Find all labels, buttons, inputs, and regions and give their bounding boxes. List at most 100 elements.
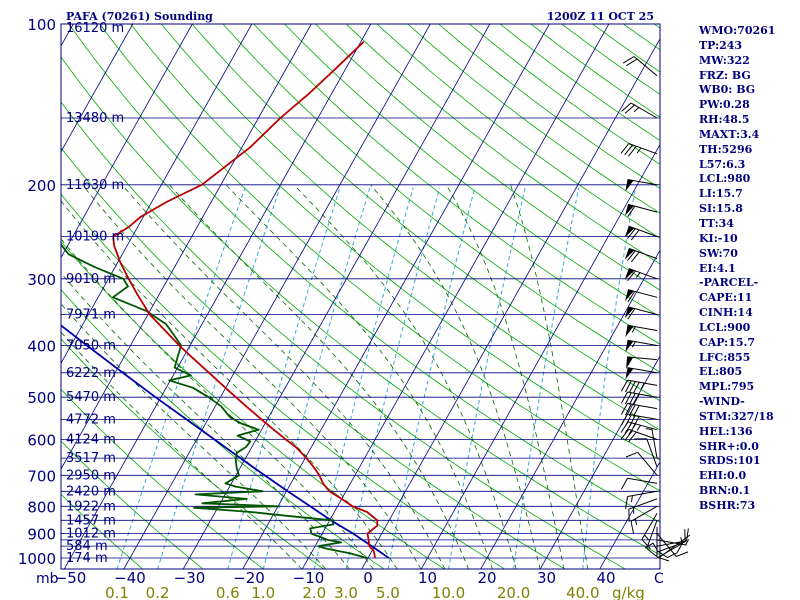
wind-barb (656, 528, 689, 547)
wind-barb-half (631, 326, 636, 333)
sounding-index-item: BRN:0.1 (699, 484, 751, 498)
wind-barb-half (634, 518, 638, 526)
dry-adiabat-line (499, 24, 660, 142)
dry-adiabat-line (222, 24, 660, 373)
wind-barb-full (686, 528, 689, 541)
wind-barb-staff (628, 225, 658, 237)
dry-adiabat-line (61, 289, 385, 569)
isotherm-line (61, 24, 193, 259)
wind-barb (656, 537, 684, 559)
wind-barb-half (644, 534, 650, 541)
dry-adiabat-line (530, 24, 660, 118)
wind-barb-full (620, 143, 630, 154)
wind-barb-full (632, 415, 640, 428)
wind-barb (625, 179, 658, 192)
wind-barb-half (633, 107, 640, 113)
wind-barb-staff (628, 268, 658, 280)
wind-barb-half (636, 147, 642, 154)
isotherm-line (301, 24, 610, 569)
wind-barb (624, 289, 658, 303)
isotherm-line (123, 24, 431, 569)
mixing-ratio-unit-label: g/kg (612, 584, 645, 600)
height-label: 6222 m (66, 366, 116, 381)
mixing-ratio-line (582, 187, 636, 569)
wind-barb-full (620, 379, 628, 392)
wind-barb-full (625, 496, 628, 510)
wind-barb-staff (627, 203, 658, 213)
mixing-ratio-label: 10.0 (432, 584, 465, 600)
wind-barb (625, 324, 658, 338)
sounding-index-item: STM:327/18 (699, 409, 774, 423)
wind-barb-full (646, 548, 657, 557)
mixing-ratio-label: 0.2 (146, 584, 170, 600)
wind-barb (625, 490, 658, 510)
moist-adiabat-line (61, 303, 327, 569)
isotherm-line (61, 24, 312, 470)
dry-adiabat-line (61, 147, 566, 569)
wind-barb (624, 268, 658, 282)
wind-barb (622, 56, 658, 77)
wind-barb-full (624, 414, 632, 427)
height-label: 7050 m (66, 339, 116, 354)
sounding-index-item: MAXT:3.4 (699, 127, 760, 141)
sounding-index-item: LCL:900 (699, 320, 751, 334)
pressure-tick-label: 500 (27, 389, 56, 407)
wind-barb-staff (646, 438, 658, 467)
wind-barb-full (641, 539, 651, 550)
wind-barb-staff (656, 540, 687, 547)
wind-barb (620, 379, 658, 394)
wind-barb-staff (630, 102, 658, 119)
wind-barb-staff (627, 356, 658, 361)
height-label: 11630 m (66, 178, 124, 193)
wind-barb-full (624, 104, 635, 114)
mixing-ratio-label: 20.0 (497, 584, 530, 600)
wind-barb-full (628, 431, 637, 443)
wind-barb-full (630, 521, 635, 534)
wind-barb-full (621, 102, 632, 112)
wind-barb-pennant (626, 356, 634, 369)
wind-barb-staff (656, 533, 677, 557)
wind-barb-staff (627, 413, 658, 420)
sounding-index-item: TH:5296 (699, 142, 753, 156)
dry-adiabat-line (68, 24, 660, 523)
wind-barb-pennant (625, 179, 634, 192)
sounding-index-item: CAPE:11 (699, 291, 753, 305)
sounding-index-item: SW:70 (699, 246, 738, 260)
wind-barb-half (636, 425, 642, 431)
isotherm-line (361, 37, 660, 569)
temperature-tick-label: 30 (537, 569, 556, 587)
wind-barb-full (656, 556, 670, 562)
mixing-ratio-label: 2.0 (302, 584, 326, 600)
height-label: 2420 m (66, 484, 116, 499)
wind-barb-full (628, 393, 636, 405)
height-label: 13480 m (66, 111, 124, 126)
wind-barb-staff (628, 143, 658, 155)
dry-adiabat-line (61, 193, 506, 569)
wind-barb-staff (627, 179, 658, 186)
wind-barb (621, 102, 658, 119)
sounding-index-item: WB0: BG (699, 83, 756, 97)
chart-datetime: 1200Z 11 OCT 25 (547, 10, 654, 23)
moist-adiabat-line (82, 184, 422, 569)
sounding-index-item: EL:805 (699, 365, 743, 379)
height-label: 1457 m (66, 513, 116, 528)
sounding-index-item: LFC:855 (699, 350, 751, 364)
wind-barb-pennant (625, 325, 634, 338)
height-label: 5470 m (66, 390, 116, 405)
wind-barb-staff (656, 539, 687, 546)
sounding-index-item: BSHR:73 (699, 499, 756, 512)
mixing-ratio-line (313, 187, 414, 569)
dry-adiabat-line (61, 388, 265, 569)
wind-barb (624, 306, 658, 320)
pressure-tick-label: 700 (27, 467, 56, 485)
temperature-tick-label: −30 (174, 569, 206, 587)
pressure-tick-label: 200 (27, 177, 56, 195)
wind-barb-full (627, 270, 636, 282)
wind-barb-pennant (624, 248, 635, 260)
height-label: 1922 m (66, 499, 116, 514)
plot-frame (60, 23, 661, 570)
pressure-tick-label: 600 (27, 432, 56, 450)
wind-barb (656, 527, 670, 562)
moist-adiabat-line (169, 184, 470, 569)
